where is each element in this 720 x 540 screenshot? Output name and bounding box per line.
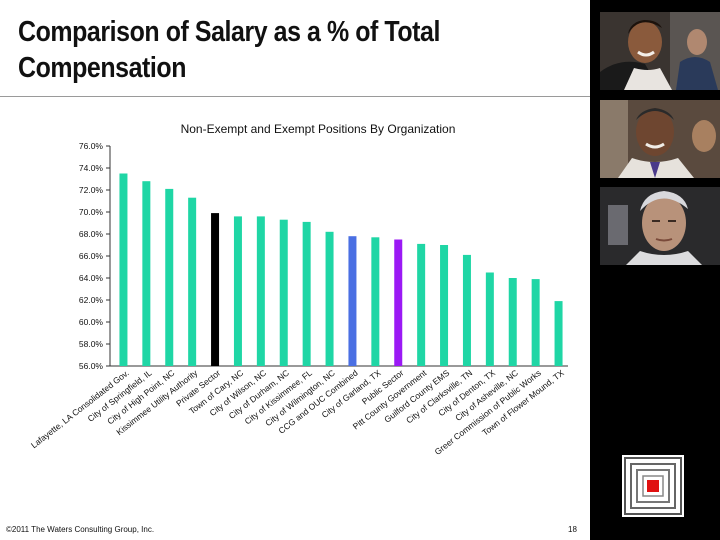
bar	[531, 279, 540, 366]
y-tick-label: 74.0%	[79, 163, 104, 173]
y-tick-label: 72.0%	[79, 185, 104, 195]
salary-bar-chart: Non-Exempt and Exempt Positions By Organ…	[29, 122, 568, 457]
copyright-footer: ©2011 The Waters Consulting Group, Inc.	[6, 525, 155, 534]
smiling-woman-photo	[600, 12, 720, 90]
y-tick-label: 60.0%	[79, 317, 104, 327]
slide-title: Comparison of Salary as a % of Total Com…	[18, 16, 441, 84]
y-tick-label: 68.0%	[79, 229, 104, 239]
bar	[554, 301, 563, 366]
bar	[211, 213, 220, 366]
bar	[485, 272, 494, 366]
bar	[440, 245, 449, 366]
title-divider	[0, 96, 590, 97]
bar	[233, 216, 242, 366]
bar	[302, 221, 311, 366]
bar	[348, 236, 357, 366]
bar	[371, 237, 380, 366]
bar	[417, 243, 426, 366]
bar	[256, 216, 265, 366]
bar	[508, 278, 517, 366]
bar	[325, 231, 334, 366]
chart-x-labels: Lafayette, LA Consolidated Gov.City of S…	[29, 367, 566, 457]
chart-bars	[119, 173, 563, 366]
bar	[142, 181, 151, 366]
y-tick-label: 64.0%	[79, 273, 104, 283]
y-tick-label: 66.0%	[79, 251, 104, 261]
bar	[188, 197, 197, 366]
x-tick-label: Lafayette, LA Consolidated Gov.	[29, 368, 131, 451]
bar	[119, 173, 128, 366]
gray-haired-man-photo	[600, 187, 720, 265]
chart-axes: 76.0% 74.0% 72.0% 70.0% 68.0% 66.0% 64.0% 62.0%…	[79, 141, 568, 371]
bar	[279, 219, 288, 366]
bar	[462, 254, 471, 366]
page-number: 18	[568, 525, 577, 534]
y-tick-label: 56.0%	[79, 361, 104, 371]
y-tick-label: 62.0%	[79, 295, 104, 305]
chart-title: Non-Exempt and Exempt Positions By Organ…	[181, 122, 456, 136]
photo-sidebar	[590, 0, 720, 540]
bar	[165, 188, 174, 366]
smiling-man-photo	[600, 100, 720, 178]
y-tick-label: 76.0%	[79, 141, 104, 151]
bar	[394, 239, 403, 366]
y-tick-label: 70.0%	[79, 207, 104, 217]
y-tick-label: 58.0%	[79, 339, 104, 349]
waters-consulting-logo	[622, 455, 684, 517]
